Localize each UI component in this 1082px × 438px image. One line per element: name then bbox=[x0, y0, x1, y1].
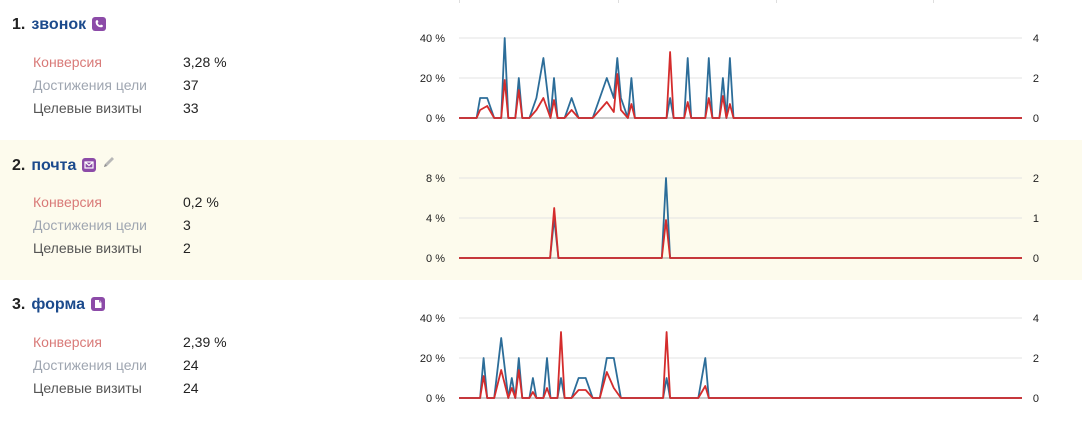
right-axis-tick-label: 0 bbox=[1033, 253, 1039, 265]
goal-title: 3. форма bbox=[12, 296, 105, 314]
reaches-label: Достижения цели bbox=[33, 77, 148, 93]
right-axis-tick-label: 4 bbox=[1033, 33, 1039, 45]
left-axis-tick-label: 0 % bbox=[426, 253, 445, 265]
left-axis-tick-label: 0 % bbox=[426, 393, 445, 405]
visits-value: 2 bbox=[183, 240, 191, 256]
visits-label: Целевые визиты bbox=[33, 380, 142, 396]
visits-label: Целевые визиты bbox=[33, 240, 142, 256]
left-axis-tick-label: 40 % bbox=[420, 313, 445, 325]
reaches-label: Достижения цели bbox=[33, 357, 148, 373]
pencil-icon[interactable] bbox=[102, 155, 116, 174]
conversion-value: 0,2 % bbox=[183, 194, 219, 210]
visits-value: 33 bbox=[183, 100, 199, 116]
conversion-label: Конверсия bbox=[33, 194, 102, 210]
conversion-label: Конверсия bbox=[33, 54, 102, 70]
left-axis-tick-label: 8 % bbox=[426, 173, 445, 185]
goal-row-call: 1. звонок Конверсия 3,28 % Достижения цел… bbox=[0, 0, 1082, 140]
right-axis-tick-label: 0 bbox=[1033, 113, 1039, 125]
right-axis-tick-label: 0 bbox=[1033, 393, 1039, 405]
conversion-series-line bbox=[459, 51, 1022, 119]
conversion-value: 3,28 % bbox=[183, 54, 227, 70]
reaches-value: 24 bbox=[183, 357, 199, 373]
goal-name-link[interactable]: почта bbox=[31, 156, 77, 174]
right-axis-tick-label: 1 bbox=[1033, 213, 1039, 225]
conversion-series-line bbox=[459, 331, 1022, 399]
reaches-value: 37 bbox=[183, 77, 199, 93]
goal-title: 2. почта bbox=[12, 156, 116, 175]
left-axis-tick-label: 20 % bbox=[420, 353, 445, 365]
conversion-label: Конверсия bbox=[33, 334, 102, 350]
goal-chart: 8 % 4 % 0 % 2 1 0 bbox=[426, 173, 1039, 265]
reaches-label: Достижения цели bbox=[33, 217, 148, 233]
left-axis-tick-label: 4 % bbox=[426, 213, 445, 225]
left-axis-tick-label: 20 % bbox=[420, 73, 445, 85]
goal-name-link[interactable]: форма bbox=[31, 296, 85, 313]
goal-chart: 40 % 20 % 0 % 4 2 0 bbox=[420, 33, 1039, 125]
goal-row-form: 3. форма Конверсия 2,39 % Достижения цели… bbox=[0, 280, 1082, 420]
right-axis-tick-label: 2 bbox=[1033, 173, 1039, 185]
mail-icon bbox=[82, 157, 97, 172]
goal-title: 1. звонок bbox=[12, 16, 107, 34]
visits-value: 24 bbox=[183, 380, 199, 396]
visits-label: Целевые визиты bbox=[33, 100, 142, 116]
goal-name-link[interactable]: звонок bbox=[31, 16, 87, 33]
reaches-value: 3 bbox=[183, 217, 191, 233]
conversion-series-line bbox=[459, 207, 1022, 259]
top-grid-lines bbox=[0, 0, 1082, 3]
goal-chart: 40 % 20 % 0 % 4 2 0 bbox=[420, 313, 1039, 405]
right-axis-tick-label: 2 bbox=[1033, 73, 1039, 85]
left-axis-tick-label: 0 % bbox=[426, 113, 445, 125]
right-axis-tick-label: 2 bbox=[1033, 353, 1039, 365]
visits-series-line bbox=[459, 337, 1022, 399]
conversion-value: 2,39 % bbox=[183, 334, 227, 350]
right-axis-tick-label: 4 bbox=[1033, 313, 1039, 325]
phone-icon bbox=[92, 17, 107, 31]
goal-number: 2. bbox=[12, 156, 26, 174]
document-icon bbox=[91, 297, 105, 311]
goal-number: 1. bbox=[12, 16, 26, 33]
left-axis-tick-label: 40 % bbox=[420, 33, 445, 45]
goal-number: 3. bbox=[12, 296, 26, 313]
goal-row-mail: 2. почта Конверсия 0,2 % Достижения цели 3… bbox=[0, 140, 1082, 280]
